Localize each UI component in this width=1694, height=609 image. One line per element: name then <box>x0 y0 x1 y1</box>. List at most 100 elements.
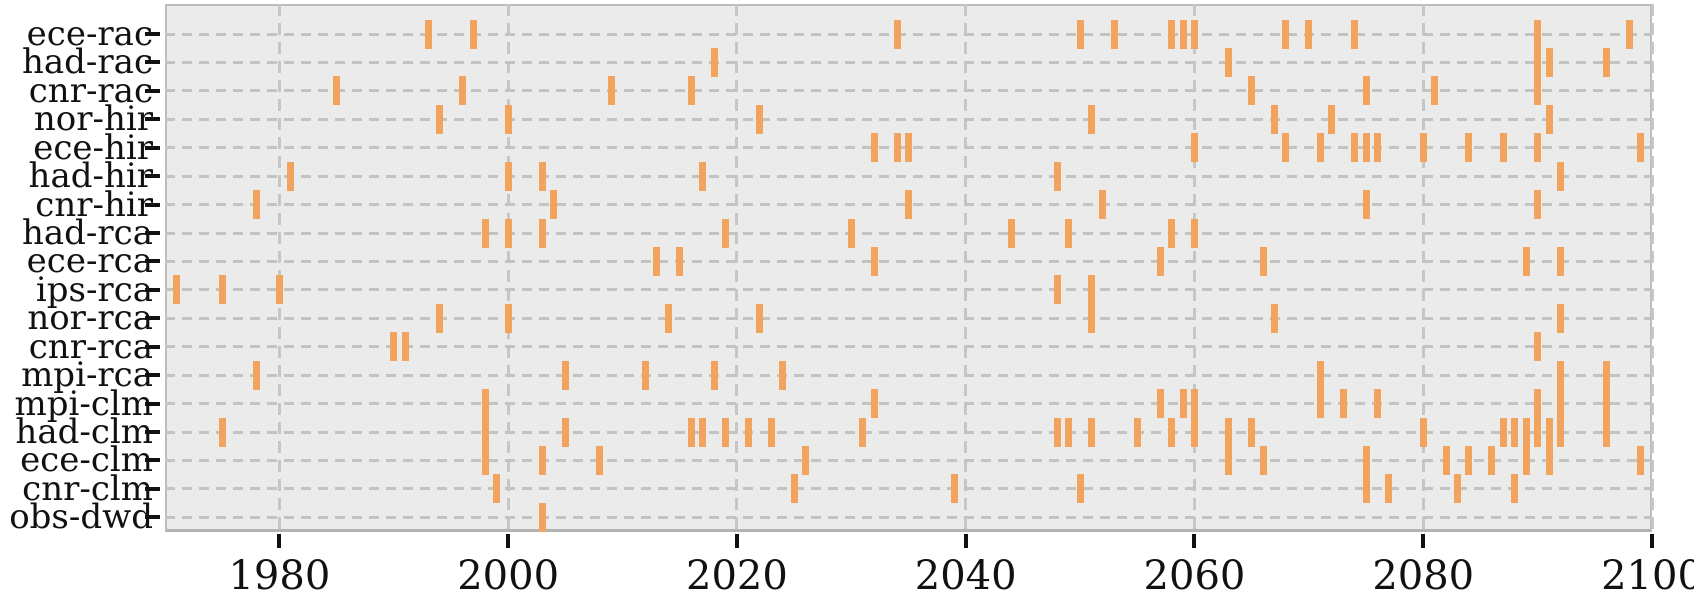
event-tick <box>721 417 729 447</box>
y-axis-tick <box>145 231 160 235</box>
x-gridline <box>277 4 281 529</box>
event-tick <box>1637 133 1645 163</box>
event-tick <box>538 161 546 191</box>
event-tick <box>1168 417 1176 447</box>
event-tick <box>218 417 226 447</box>
event-tick <box>699 417 707 447</box>
event-tick <box>1362 445 1370 475</box>
event-tick <box>870 133 878 163</box>
event-tick <box>653 246 661 276</box>
event-tick <box>1556 417 1564 447</box>
y-tick-label: nor-rca <box>27 298 153 339</box>
event-tick <box>1362 474 1370 504</box>
event-tick <box>1351 133 1359 163</box>
event-tick <box>1362 190 1370 220</box>
event-tick <box>1328 104 1336 134</box>
event-tick <box>1339 389 1347 419</box>
y-gridline <box>165 174 1650 178</box>
event-tick <box>1625 19 1633 49</box>
y-axis-tick <box>145 145 160 150</box>
event-tick <box>687 417 695 447</box>
y-tick-label: mpi-rca <box>21 355 153 396</box>
event-tick <box>1190 218 1198 248</box>
event-tick <box>561 417 569 447</box>
y-tick-label: ece-rac <box>26 14 153 54</box>
event-tick <box>1545 417 1553 447</box>
event-tick <box>1305 19 1313 49</box>
event-tick <box>504 104 512 134</box>
event-tick <box>1076 474 1084 504</box>
event-tick <box>950 474 958 504</box>
event-tick <box>287 161 295 191</box>
event-tick <box>1271 104 1279 134</box>
x-tick-label: 2020 <box>686 553 788 599</box>
event-tick <box>1316 133 1324 163</box>
event-tick <box>1385 474 1393 504</box>
event-tick <box>1316 360 1324 390</box>
event-tick <box>870 389 878 419</box>
event-tick <box>1362 133 1370 163</box>
y-axis-tick <box>145 32 160 36</box>
event-tick <box>1248 76 1256 106</box>
event-tick <box>1088 104 1095 134</box>
event-tick <box>767 417 775 447</box>
y-axis-tick <box>145 60 160 65</box>
x-axis-tick <box>1192 534 1197 548</box>
y-axis-tick <box>145 202 160 207</box>
y-gridline <box>165 60 1650 64</box>
event-tick <box>1156 389 1164 419</box>
event-tick <box>756 104 764 134</box>
event-tick <box>436 104 444 134</box>
event-tick <box>1271 303 1279 333</box>
event-tick <box>1465 445 1473 475</box>
event-tick <box>1522 445 1530 475</box>
event-tick <box>1419 133 1427 163</box>
y-tick-label: ips-rca <box>35 269 153 310</box>
event-tick <box>1511 474 1519 504</box>
event-tick <box>790 474 798 504</box>
x-gridline <box>1192 4 1196 529</box>
event-tick <box>1534 133 1542 163</box>
event-tick <box>1088 275 1095 305</box>
event-tick <box>1499 417 1507 447</box>
y-axis-tick <box>145 401 160 406</box>
event-tick <box>1179 389 1187 419</box>
event-tick <box>1282 133 1290 163</box>
event-tick <box>1602 360 1610 390</box>
event-tick <box>1522 246 1530 276</box>
y-axis-tick <box>145 174 160 179</box>
x-axis-tick <box>963 534 968 548</box>
event-tick <box>1168 218 1176 248</box>
event-tick <box>847 218 855 248</box>
event-tick <box>1259 445 1267 475</box>
event-tick <box>1431 76 1439 106</box>
x-axis-tick <box>506 534 511 548</box>
event-tick <box>905 190 912 220</box>
event-tick <box>1602 47 1610 77</box>
x-axis-tick <box>1421 534 1426 548</box>
event-tick <box>1373 133 1381 163</box>
event-tick <box>481 417 489 447</box>
x-axis-tick <box>734 534 739 548</box>
event-tick <box>744 417 752 447</box>
event-tick <box>1053 161 1061 191</box>
event-tick <box>1007 218 1015 248</box>
y-gridline <box>165 458 1650 462</box>
y-axis-tick <box>145 316 160 321</box>
event-tick <box>1351 19 1359 49</box>
y-tick-label: cnr-clm <box>22 468 153 509</box>
x-tick-label: 2040 <box>914 553 1017 599</box>
event-tick <box>905 133 912 163</box>
event-tick <box>721 218 729 248</box>
y-gridline <box>165 345 1650 349</box>
event-tick <box>1511 417 1519 447</box>
y-gridline <box>165 515 1650 519</box>
y-axis-tick <box>145 287 160 292</box>
x-tick-label: 2080 <box>1372 553 1475 599</box>
y-tick-label: cnr-hir <box>35 184 153 225</box>
x-gridline <box>1421 4 1425 529</box>
y-axis-tick <box>145 458 160 463</box>
event-tick <box>1488 445 1496 475</box>
x-tick-label: 2060 <box>1143 553 1246 599</box>
